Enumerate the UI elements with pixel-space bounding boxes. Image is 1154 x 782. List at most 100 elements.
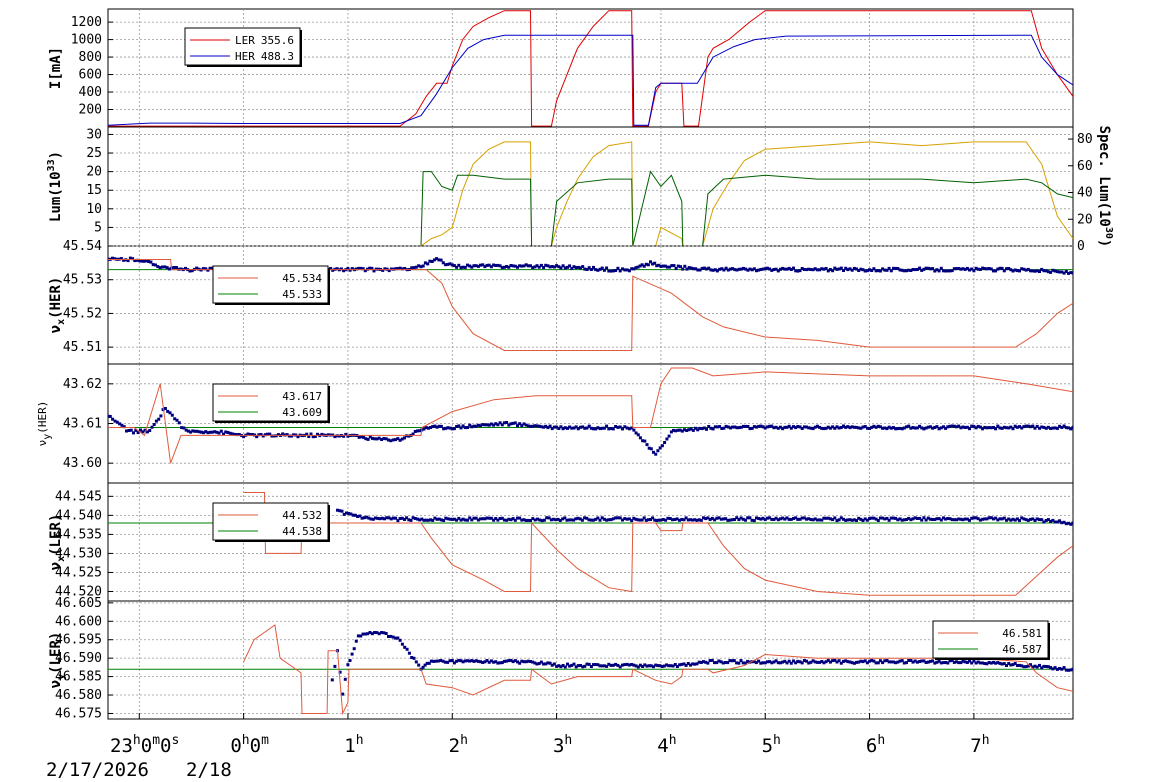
data-point: [1040, 267, 1044, 271]
data-point: [616, 266, 620, 270]
data-point: [609, 518, 613, 522]
data-point: [717, 516, 721, 520]
data-point: [381, 268, 385, 272]
data-point: [926, 516, 930, 520]
data-point: [483, 423, 487, 427]
data-point: [781, 266, 785, 270]
data-point: [898, 268, 902, 272]
legend-value: 46.581: [1002, 627, 1042, 640]
data-point: [418, 518, 422, 522]
data-point: [505, 518, 509, 522]
data-point: [859, 267, 863, 271]
data-point: [933, 426, 937, 429]
data-point: [952, 518, 956, 522]
data-point: [978, 518, 982, 522]
data-point: [809, 518, 813, 521]
data-point: [739, 659, 743, 663]
data-point: [355, 267, 359, 271]
data-point: [844, 659, 848, 663]
data-point: [831, 659, 835, 663]
data-point: [826, 269, 830, 273]
data-point: [671, 518, 674, 522]
data-point: [754, 661, 758, 665]
data-point: [750, 268, 754, 272]
data-point: [222, 432, 225, 436]
data-point: [587, 424, 591, 428]
data-point: [673, 663, 677, 666]
data-point: [968, 518, 971, 522]
data-point: [746, 425, 750, 428]
data-point: [342, 269, 346, 273]
data-point: [785, 516, 789, 520]
data-point: [569, 518, 573, 522]
data-point: [195, 429, 199, 433]
y-tick-label: 46.600: [55, 614, 102, 629]
data-point: [680, 518, 684, 521]
data-point: [513, 421, 517, 425]
data-point: [558, 519, 562, 522]
data-point: [159, 414, 163, 418]
data-point: [968, 427, 971, 431]
data-point: [655, 519, 659, 522]
data-point: [774, 267, 778, 271]
data-point: [233, 432, 237, 436]
data-point: [1009, 663, 1013, 667]
data-point: [948, 424, 952, 428]
data-point: [513, 659, 517, 663]
data-point: [802, 659, 806, 662]
data-point: [246, 432, 250, 436]
y-tick-label: 10: [86, 202, 102, 217]
data-point: [809, 660, 813, 664]
data-point: [204, 267, 208, 271]
data-point: [855, 425, 858, 429]
data-point: [587, 662, 591, 666]
data-point: [715, 269, 719, 273]
data-point: [535, 424, 539, 428]
data-point: [665, 265, 669, 269]
data-point: [511, 660, 515, 664]
data-point: [976, 424, 980, 428]
data-point: [885, 659, 889, 662]
data-point: [614, 425, 618, 428]
data-point: [1020, 516, 1024, 520]
data-point: [576, 516, 580, 520]
data-point: [636, 433, 640, 437]
data-point: [920, 426, 924, 430]
data-point: [450, 517, 454, 521]
data-point: [539, 660, 543, 664]
data-point: [685, 429, 689, 432]
data-point: [944, 517, 948, 521]
data-point: [759, 661, 763, 665]
data-point: [800, 516, 804, 520]
data-point: [177, 421, 181, 425]
data-point: [1038, 663, 1041, 667]
data-point: [961, 267, 965, 271]
data-point: [757, 268, 761, 272]
data-point: [529, 424, 532, 428]
data-point: [556, 517, 560, 521]
data-point: [1026, 267, 1030, 271]
data-point: [976, 517, 980, 521]
data-point: [413, 430, 417, 433]
data-point: [658, 446, 662, 450]
data-point: [156, 265, 160, 269]
data-point: [776, 518, 780, 522]
data-point: [485, 659, 489, 662]
data-point: [384, 437, 388, 441]
data-point: [219, 429, 223, 433]
data-point: [466, 426, 469, 429]
data-point: [228, 431, 232, 435]
data-point: [802, 268, 806, 271]
data-point: [1069, 668, 1073, 672]
data-point: [400, 642, 404, 646]
data-point: [732, 659, 736, 663]
data-point: [865, 518, 869, 522]
data-point: [1071, 667, 1073, 671]
data-point: [1009, 268, 1013, 272]
data-point: [210, 266, 214, 270]
data-point: [684, 663, 688, 667]
data-point: [248, 433, 252, 436]
legend-value: 44.532: [282, 509, 322, 522]
data-point: [828, 426, 832, 430]
